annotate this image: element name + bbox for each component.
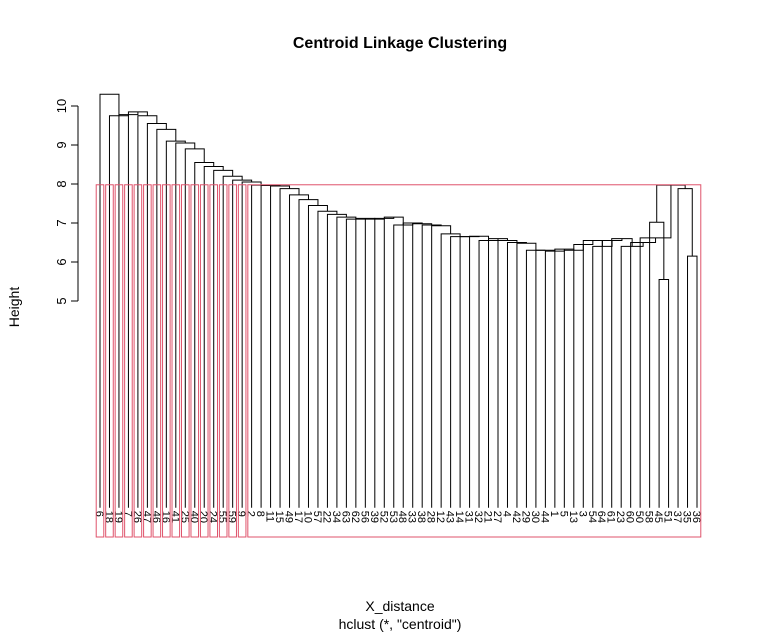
cluster-box: [171, 184, 181, 538]
cluster-box: [114, 184, 124, 538]
leaf-label: 11: [264, 511, 276, 522]
leaf-label: 27: [491, 511, 503, 523]
leaf-label: 31: [463, 511, 475, 523]
leaf-label: 51: [662, 511, 674, 523]
chart-title: Centroid Linkage Clustering: [293, 35, 507, 52]
leaf-label: 17: [292, 511, 304, 523]
leaf-label: 34: [330, 511, 342, 523]
x-axis-label: X_distance: [365, 598, 434, 614]
cluster-box: [209, 184, 219, 538]
leaf-label: 43: [444, 511, 456, 523]
leaf-label: 53: [387, 511, 399, 523]
branch: [99, 93, 120, 508]
cluster-box: [190, 184, 200, 538]
branch: [535, 249, 556, 508]
leaf-label: 6: [93, 511, 105, 517]
leaf-label: 32: [472, 511, 484, 523]
branch: [450, 236, 470, 508]
subtitle: hclust (*, "centroid"): [339, 616, 462, 632]
leaf-label: 38: [415, 511, 427, 523]
leaf-label: 14: [453, 511, 465, 523]
branch: [459, 236, 480, 508]
cluster-box: [199, 184, 209, 538]
leaf-label: 57: [311, 511, 323, 523]
leaf-label: 62: [349, 511, 361, 523]
y-axis-label: Height: [6, 287, 22, 328]
leaf-label: 36: [690, 511, 702, 523]
cluster-box: [228, 184, 237, 538]
cluster-box: [95, 184, 105, 538]
cluster-box: [218, 184, 228, 538]
leaf-label: 15: [273, 511, 285, 523]
leaf-label: 44: [538, 511, 550, 523]
leaf-label: 58: [643, 511, 655, 523]
y-tick-label: 7: [54, 219, 69, 226]
leaf-label: 39: [368, 511, 380, 523]
leaf-label: 48: [396, 511, 408, 523]
leaf-label: 13: [567, 511, 579, 523]
y-tick-label: 10: [54, 99, 69, 113]
leaf-label: 23: [614, 511, 626, 523]
leaf-label: 10: [301, 511, 313, 523]
cluster-box: [105, 184, 114, 538]
leaf-label: 50: [633, 511, 645, 523]
leaf-label: 29: [519, 511, 531, 523]
leaf-label: 22: [320, 511, 332, 523]
branch: [611, 238, 633, 508]
leaf-label: 1: [548, 511, 560, 517]
cluster-box: [237, 184, 247, 538]
leaf-label: 9: [235, 511, 247, 517]
leaf-label: 5: [557, 511, 569, 517]
cluster-box: [180, 184, 190, 538]
leaf-label: 7: [121, 511, 133, 517]
branch: [658, 279, 670, 508]
cluster-box: [143, 184, 152, 538]
leaf-label: 35: [681, 511, 693, 523]
leaf-label: 12: [434, 511, 446, 523]
cluster-box: [124, 184, 133, 538]
leaf-label: 30: [529, 511, 541, 523]
leaf-label: 37: [671, 511, 683, 523]
leaf-label: 64: [595, 511, 607, 523]
leaf-label: 33: [406, 511, 418, 523]
branch: [649, 221, 665, 508]
y-tick-label: 6: [54, 258, 69, 265]
branch: [525, 249, 546, 508]
leaf-label: 4: [500, 511, 512, 517]
leaf-label: 52: [377, 511, 389, 523]
y-tick-label: 5: [54, 297, 69, 304]
cluster-box: [162, 184, 171, 538]
branch: [677, 188, 693, 508]
leaf-label: 2: [245, 511, 257, 517]
leaf-label: 60: [624, 511, 636, 523]
leaf-label: 61: [605, 511, 617, 523]
cluster-box: [152, 184, 162, 538]
leaf-label: 3: [576, 511, 588, 517]
branch: [687, 255, 698, 508]
leaf-label: 28: [425, 511, 437, 523]
branch: [630, 237, 657, 508]
leaf-label: 49: [283, 511, 295, 523]
cluster-box: [247, 184, 702, 538]
leaf-label: 42: [510, 511, 522, 523]
branch: [639, 185, 672, 508]
leaf-label: 54: [586, 511, 598, 523]
leaf-label: 63: [339, 511, 351, 523]
y-tick-label: 8: [54, 180, 69, 187]
leaf-label: 45: [652, 511, 664, 523]
y-tick-label: 9: [54, 141, 69, 148]
leaf-label: 8: [254, 511, 266, 517]
cluster-box: [133, 184, 143, 538]
leaf-label: 56: [358, 511, 370, 523]
leaf-label: 21: [482, 511, 494, 523]
